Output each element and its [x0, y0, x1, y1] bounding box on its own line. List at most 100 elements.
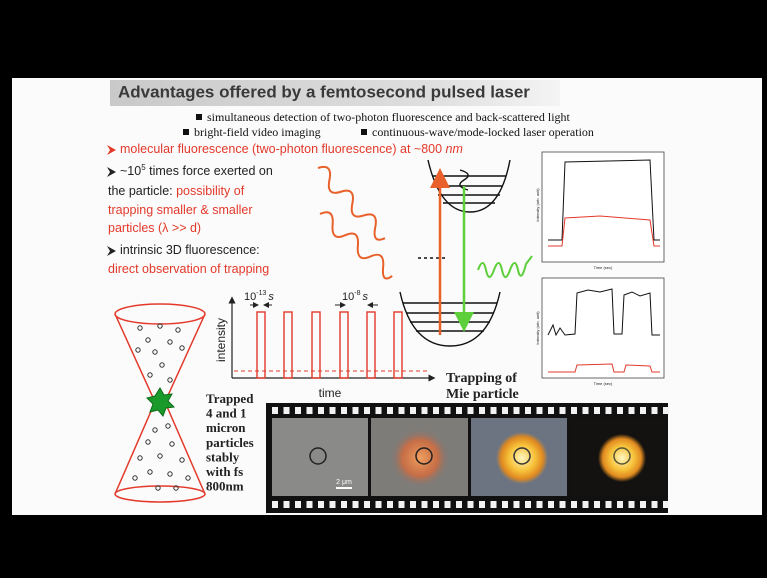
- sprocket-hole: [548, 407, 554, 414]
- sprocket-hole: [387, 501, 393, 508]
- text-segment: particles (λ >> d): [108, 221, 201, 235]
- text-segment: molecular fluorescence (two-photon fluor…: [120, 142, 446, 156]
- label-base: 10: [244, 291, 256, 303]
- sprocket-hole: [307, 501, 313, 508]
- glow: [390, 428, 450, 488]
- sprocket-hole: [307, 407, 313, 414]
- slide-title: Advantages offered by a femtosecond puls…: [118, 82, 530, 101]
- sprocket-hole: [629, 501, 635, 508]
- sprocket-hole: [583, 501, 589, 508]
- sprocket-hole: [410, 501, 416, 508]
- sprocket-hole: [537, 501, 543, 508]
- bullet-line: intrinsic 3D fluorescence:: [120, 243, 260, 257]
- label-base: 10: [342, 291, 354, 303]
- film-strip: [266, 403, 669, 513]
- sprocket-hole: [422, 501, 428, 508]
- sprocket-hole: [353, 407, 359, 414]
- sprocket-hole: [502, 501, 508, 508]
- bullet-line: the particle: possibility of: [108, 184, 245, 198]
- text-segment: intrinsic 3D fluorescence:: [120, 243, 260, 257]
- caption-line: with fs: [206, 464, 243, 479]
- bullet-line: trapping smaller & smaller: [108, 203, 253, 217]
- glow: [598, 434, 646, 482]
- caption-line: Trapped: [206, 391, 254, 406]
- caption-line: particles: [206, 435, 254, 450]
- text-segment: the particle:: [108, 184, 176, 198]
- sprocket-hole: [295, 501, 301, 508]
- sprocket-hole: [456, 501, 462, 508]
- sprocket-hole: [284, 407, 290, 414]
- sprocket-hole: [514, 501, 520, 508]
- sprocket-hole: [318, 501, 324, 508]
- scale-label: 2 μm: [336, 479, 352, 486]
- slide-screenshot: Advantages offered by a femtosecond puls…: [0, 0, 767, 578]
- sprocket-hole: [491, 501, 497, 508]
- pulse-y-label: intensity: [214, 318, 228, 362]
- sprocket-hole: [410, 407, 416, 414]
- frame-brightfield: [272, 418, 368, 496]
- text-segment: direct observation of trapping: [108, 262, 269, 276]
- bullet-line: particles (λ >> d): [108, 221, 201, 235]
- text-segment: times force exerted on: [146, 164, 273, 178]
- sprocket-hole: [341, 501, 347, 508]
- subtitle-line: simultaneous detection of two-photon flu…: [207, 110, 571, 124]
- sprocket-hole: [525, 407, 531, 414]
- sprocket-hole: [433, 407, 439, 414]
- sprocket-hole: [491, 407, 497, 414]
- sprocket-hole: [548, 501, 554, 508]
- pulse-x-label: time: [319, 386, 342, 400]
- sprocket-hole: [376, 407, 382, 414]
- subtitle-line: continuous-wave/mode-locked laser operat…: [372, 125, 594, 139]
- sprocket-hole: [399, 501, 405, 508]
- subtitle-line: bright-field video imaging: [194, 125, 321, 139]
- graph-top: [542, 152, 664, 262]
- sprocket-hole: [422, 407, 428, 414]
- caption-line: stably: [206, 449, 240, 464]
- sprocket-hole: [629, 407, 635, 414]
- sprocket-hole: [583, 407, 589, 414]
- glow: [496, 432, 548, 484]
- graph-y-label: Intensity (arb. unit): [535, 311, 540, 345]
- sprocket-hole: [594, 407, 600, 414]
- sprocket-hole: [272, 407, 278, 414]
- sprocket-hole: [652, 501, 658, 508]
- sprocket-hole: [640, 501, 646, 508]
- sprocket-hole: [617, 407, 623, 414]
- graph-y-label: Intensity (arb. unit): [535, 188, 540, 222]
- sprocket-hole: [330, 501, 336, 508]
- square-bullet: [196, 114, 202, 120]
- sprocket-hole: [318, 407, 324, 414]
- sprocket-hole: [353, 501, 359, 508]
- sprocket-hole: [284, 501, 290, 508]
- sprocket-hole: [640, 407, 646, 414]
- sprocket-hole: [341, 407, 347, 414]
- square-bullet: [183, 129, 189, 135]
- sprocket-hole: [399, 407, 405, 414]
- sprocket-hole: [560, 407, 566, 414]
- sprocket-hole: [525, 501, 531, 508]
- sprocket-hole: [514, 407, 520, 414]
- sprocket-hole: [594, 501, 600, 508]
- sprocket-hole: [479, 501, 485, 508]
- text-segment: possibility of: [176, 184, 245, 198]
- sprocket-hole: [376, 501, 382, 508]
- label-unit: s: [268, 291, 274, 303]
- square-bullet: [361, 129, 367, 135]
- sprocket-hole: [364, 407, 370, 414]
- graph-x-label: Time (sec): [594, 381, 613, 386]
- bullet-line: direct observation of trapping: [108, 262, 269, 276]
- sprocket-hole: [571, 501, 577, 508]
- graph-bottom: [542, 278, 664, 378]
- sprocket-hole: [272, 501, 278, 508]
- sprocket-hole: [445, 501, 451, 508]
- label-unit: s: [362, 291, 368, 303]
- sprocket-hole: [468, 407, 474, 414]
- sprocket-hole: [617, 501, 623, 508]
- caption-line: 4 and 1: [206, 406, 246, 421]
- caption-line: 800nm: [206, 479, 244, 494]
- sprocket-hole: [479, 407, 485, 414]
- sprocket-hole: [364, 501, 370, 508]
- sprocket-hole: [560, 501, 566, 508]
- sprocket-hole: [663, 501, 669, 508]
- text-segment: ~10: [120, 164, 141, 178]
